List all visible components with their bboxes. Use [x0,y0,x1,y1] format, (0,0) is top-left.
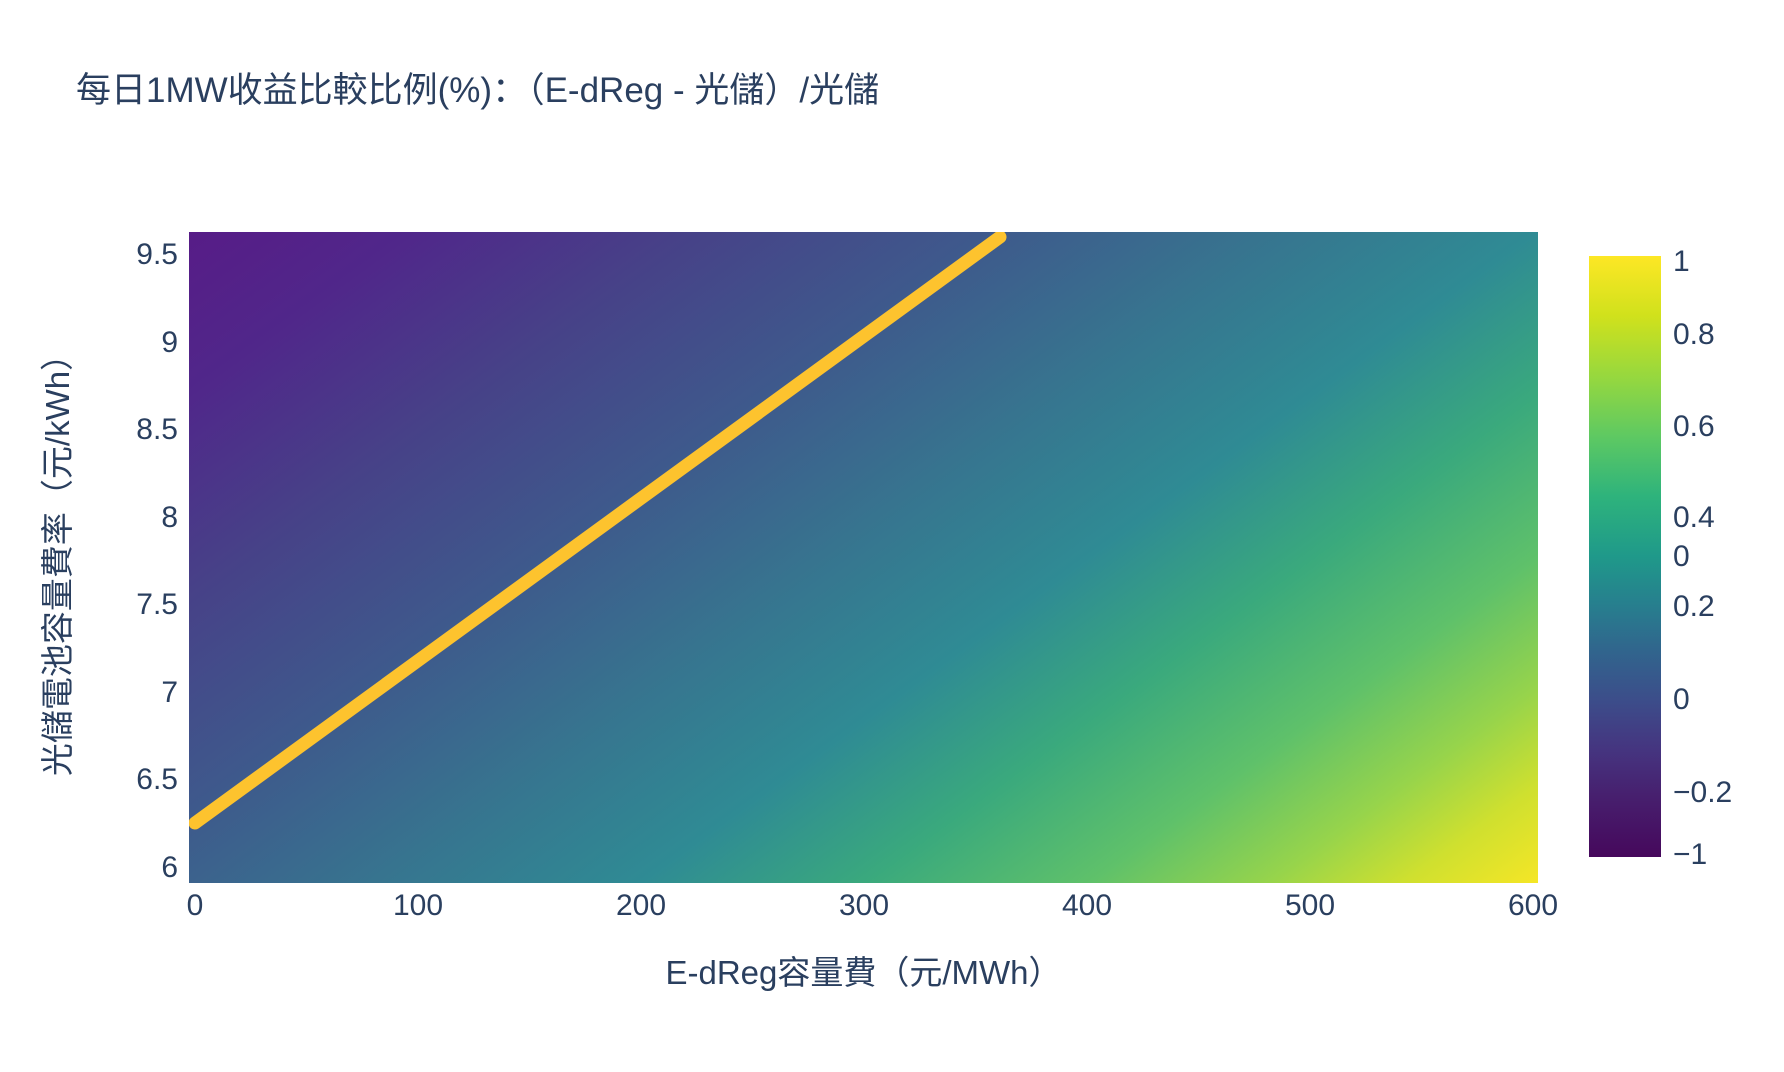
y-tick-label: 7.5 [136,588,178,621]
y-tick-label: 7 [161,676,178,709]
x-axis-title: E-dReg容量費（元/MWh） [665,954,1062,991]
heatmap-plot-area[interactable] [189,232,1538,883]
y-tick-label: 6 [161,851,178,884]
x-tick-text: 400 [1061,889,1113,922]
x-tick-text: 100 [392,889,444,922]
chart-title: 每日1MW收益比較比例(%)：（E-dReg - 光儲）/光儲 [76,71,880,110]
colorbar-tick-label: −0.2 [1673,776,1733,809]
x-tick-text: 200 [615,889,667,922]
y-tick-label: 9.5 [136,238,178,271]
x-tick-text: 600 [1507,889,1559,922]
colorbar [1589,256,1661,857]
colorbar-tick-label: 1 [1673,245,1690,278]
colorbar-tick-label: 0.4 [1673,501,1715,534]
zero-contour-overlay [189,232,1007,830]
x-tick-text: 300 [838,889,890,922]
y-axis-title-text: 光儲電池容量費率（元/kWh） [39,337,76,777]
x-tick-text: 0 [186,889,204,922]
y-tick-label: 9 [161,326,178,359]
y-tick-label: 8.5 [136,413,178,446]
colorbar-tick-label: 0 [1673,683,1690,716]
colorbar-tick-label: 0 [1673,540,1690,573]
colorbar-tick-label: 0.2 [1673,590,1715,623]
zero-contour-line [189,232,1007,830]
x-tick-text: 500 [1284,889,1336,922]
colorbar-tick-label: 0.6 [1673,410,1715,443]
y-tick-label: 8 [161,501,178,534]
colorbar-tick-label: −1 [1673,838,1708,871]
y-tick-label: 6.5 [136,763,178,796]
colorbar-tick-label: 0.8 [1673,318,1715,351]
